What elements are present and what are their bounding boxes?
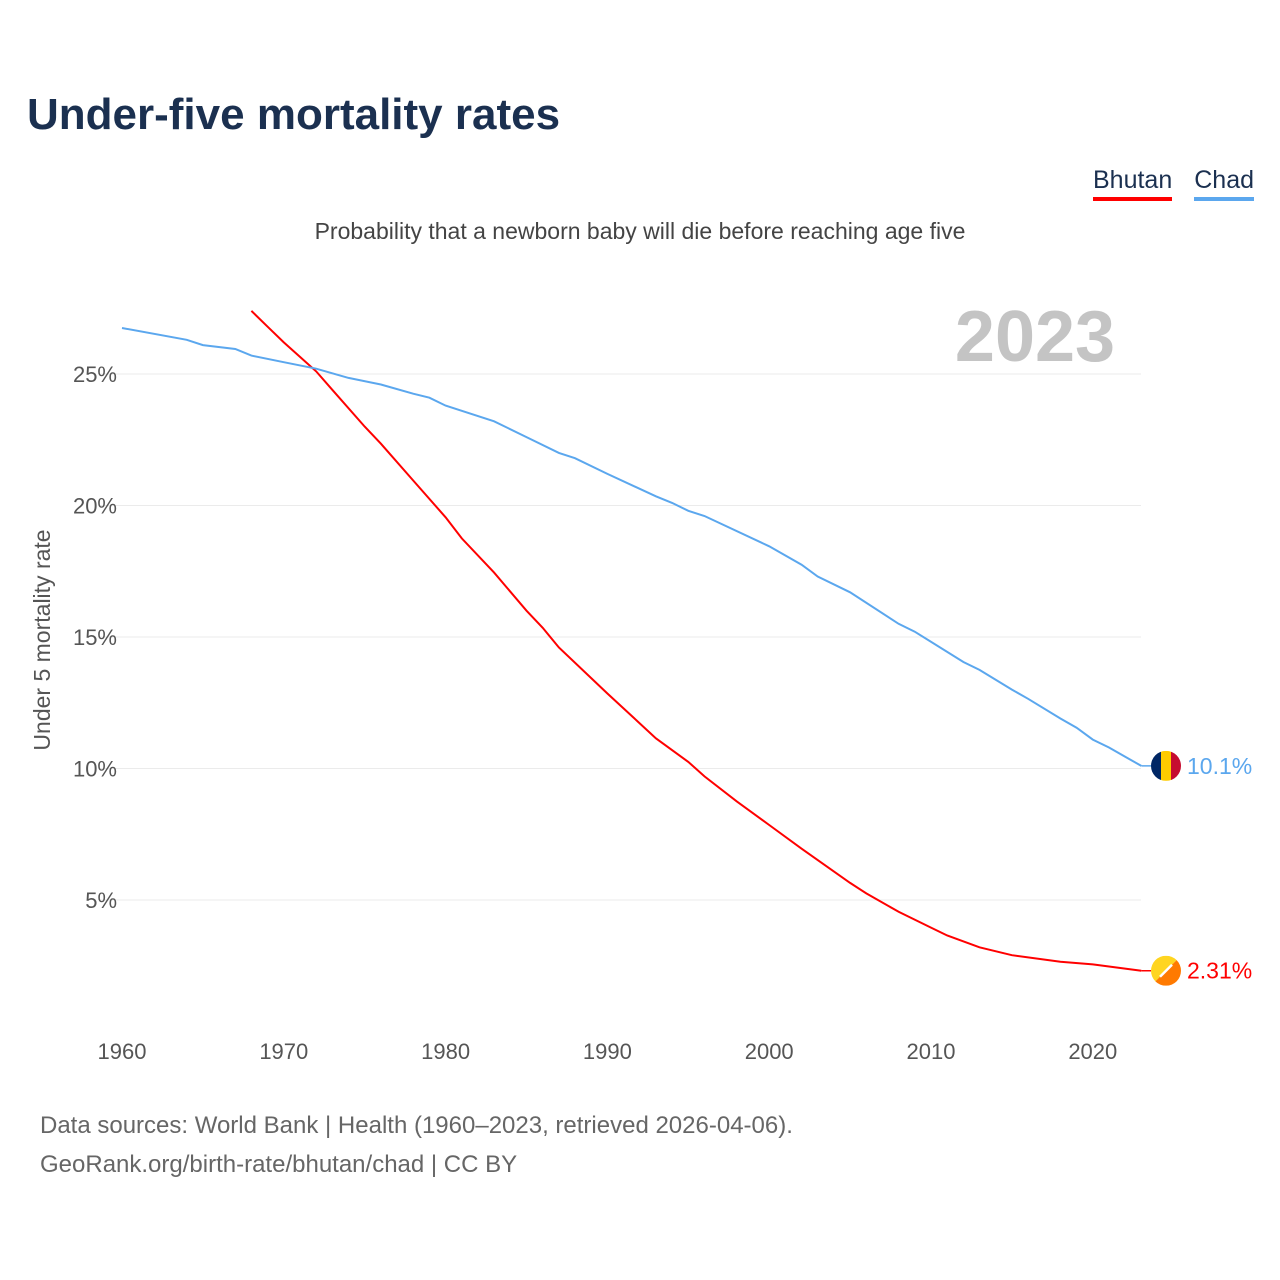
x-tick-label: 1970 — [259, 1039, 308, 1064]
y-tick-label: 5% — [85, 888, 117, 913]
end-value-label-bhutan: 2.31% — [1187, 958, 1252, 984]
series-line-bhutan — [250, 310, 1142, 972]
flag-bhutan-icon — [1151, 955, 1181, 986]
chart-subtitle: Probability that a newborn baby will die… — [314, 218, 966, 244]
x-tick-label: 2020 — [1068, 1039, 1117, 1064]
y-tick-label: 25% — [73, 362, 117, 387]
x-tick-label: 2010 — [907, 1039, 956, 1064]
x-tick-label: 2000 — [745, 1039, 794, 1064]
flag-chad-icon — [1151, 750, 1181, 781]
source-link[interactable]: GeoRank.org/birth-rate/bhutan/chad | CC … — [40, 1151, 518, 1178]
series-line-chad — [121, 327, 1142, 767]
y-axis-label: Under 5 mortality rate — [29, 529, 55, 750]
footer: Data sources: World Bank | Health (1960–… — [40, 1106, 793, 1184]
end-value-label-chad: 10.1% — [1187, 753, 1252, 779]
source-note: Data sources: World Bank | Health (1960–… — [40, 1112, 793, 1139]
year-watermark: 2023 — [955, 297, 1115, 377]
y-tick-label: 15% — [73, 625, 117, 650]
x-tick-label: 1960 — [98, 1039, 147, 1064]
y-tick-label: 20% — [73, 494, 117, 519]
chart-title: Under-five mortality rates — [27, 90, 561, 139]
x-tick-label: 1980 — [421, 1039, 470, 1064]
x-tick-label: 1990 — [583, 1039, 632, 1064]
legend-bhutan[interactable]: Bhutan — [1092, 166, 1173, 201]
y-tick-label: 10% — [73, 757, 117, 782]
legend: Bhutan Chad — [1092, 166, 1254, 201]
legend-chad[interactable]: Chad — [1194, 166, 1254, 201]
